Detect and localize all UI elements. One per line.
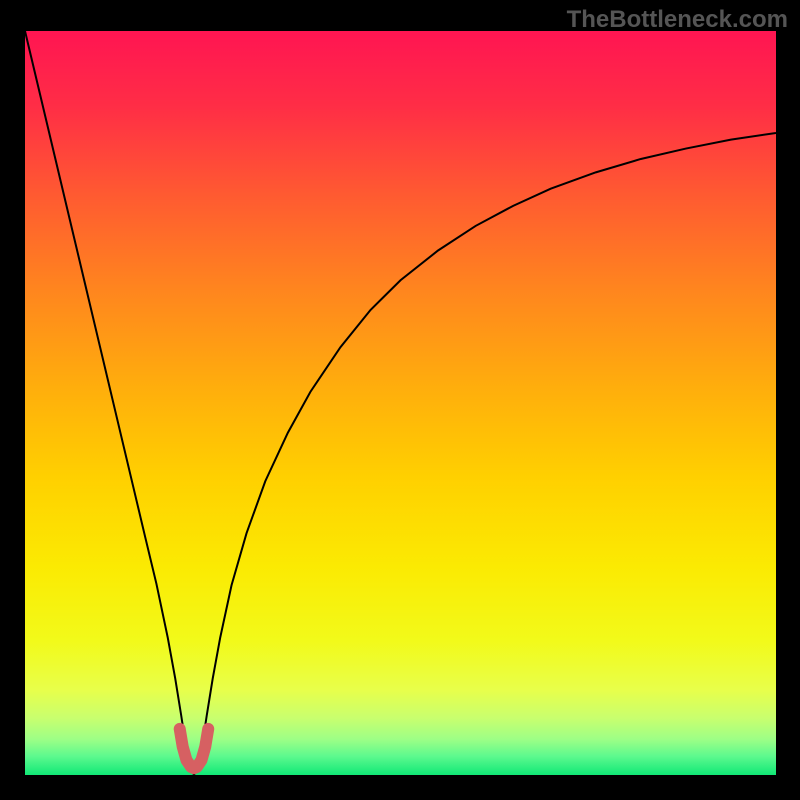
watermark-text: TheBottleneck.com — [567, 6, 788, 34]
plot-area — [25, 31, 776, 775]
chart-svg — [25, 31, 776, 775]
gradient-background — [25, 31, 776, 775]
chart-frame — [25, 31, 776, 775]
